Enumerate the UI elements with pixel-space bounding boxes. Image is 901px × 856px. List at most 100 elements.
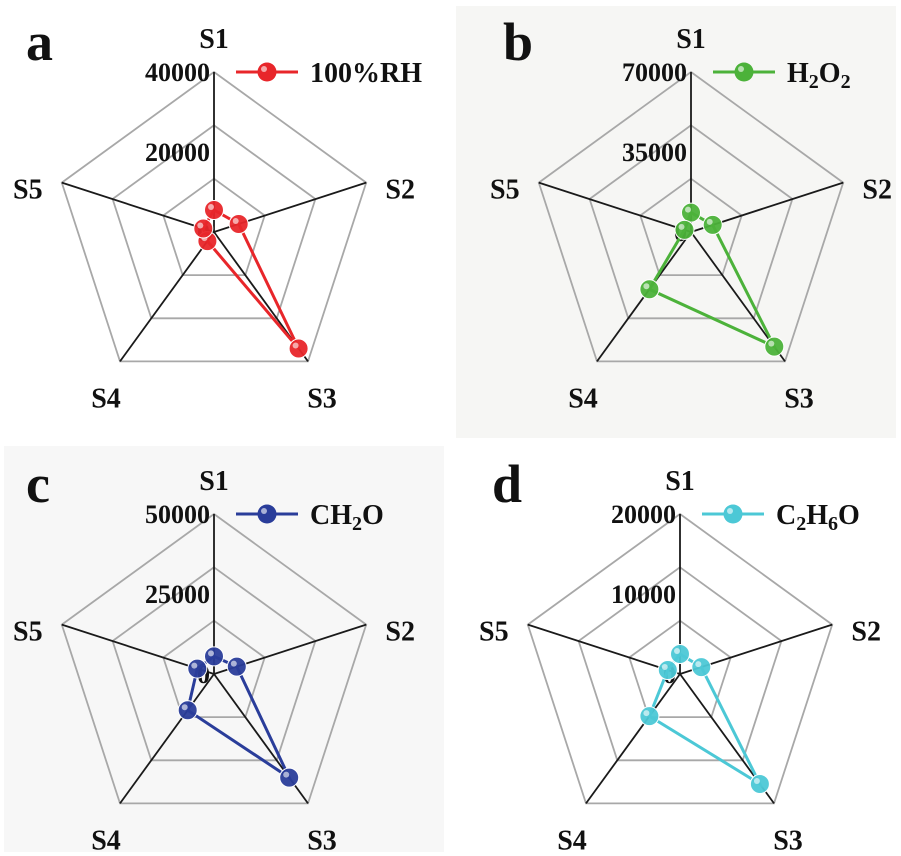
data-point-s1 xyxy=(204,200,224,220)
data-point-highlight xyxy=(643,283,650,290)
data-point-highlight xyxy=(283,771,290,778)
legend-marker xyxy=(734,62,754,82)
legend-label: H2O2 xyxy=(787,58,851,93)
data-point-highlight xyxy=(695,661,702,668)
legend-marker xyxy=(723,504,743,524)
legend-marker xyxy=(257,62,277,82)
data-point-s3 xyxy=(279,767,300,788)
radar-panel-a: S1S2S3S4S502000040000a100%RH xyxy=(13,12,422,414)
axis-label-s2: S2 xyxy=(862,175,892,206)
legend-label-part: 2 xyxy=(796,513,806,535)
data-point-highlight xyxy=(208,204,214,210)
panel-letter-d: d xyxy=(492,454,522,514)
panel-letter-a: a xyxy=(26,12,53,72)
data-point-s5 xyxy=(193,218,214,239)
data-point-s2 xyxy=(228,214,249,234)
radar-panel-c: S1S2S3S4S502500050000cCH2O xyxy=(13,454,415,856)
panel-letter-b: b xyxy=(503,12,533,72)
grid-ring-3 xyxy=(537,70,845,363)
tick-label-25000: 25000 xyxy=(145,580,210,609)
grid-ring-2 xyxy=(111,124,317,320)
data-point-s2 xyxy=(702,214,723,235)
legend-label-part: O xyxy=(362,500,384,531)
axis-label-s1: S1 xyxy=(665,466,695,497)
data-point-s4 xyxy=(177,700,198,721)
grid-ring-1 xyxy=(639,177,743,277)
tick-label-20000: 20000 xyxy=(145,138,210,167)
axis-label-s3: S3 xyxy=(307,383,337,414)
legend-label-part: 6 xyxy=(828,513,838,535)
axis-label-s2: S2 xyxy=(385,175,415,206)
legend-label-part: C xyxy=(776,500,796,531)
axis-spoke-s4 xyxy=(119,231,215,362)
data-point-highlight xyxy=(661,664,668,670)
axis-spoke-s4 xyxy=(119,673,215,804)
legend-label-part: CH xyxy=(310,500,352,531)
tick-label-35000: 35000 xyxy=(622,138,687,167)
axis-spoke-s5 xyxy=(527,623,681,675)
data-point-s1 xyxy=(681,202,701,223)
radar-panel-d: S1S2S3S4S501000020000dC2H6O xyxy=(479,454,881,856)
axis-spoke-s4 xyxy=(585,673,681,804)
data-point-highlight xyxy=(768,340,775,347)
data-point-highlight xyxy=(197,222,204,229)
data-point-s2 xyxy=(691,657,712,678)
axis-label-s1: S1 xyxy=(199,24,229,55)
legend-marker-highlight xyxy=(738,66,744,72)
data-point-s5 xyxy=(674,219,695,240)
legend-label: C2H6O xyxy=(776,500,860,535)
data-point-highlight xyxy=(208,650,214,657)
legend-label-part: 2 xyxy=(352,513,362,535)
legend-label-part: H xyxy=(787,58,809,89)
tick-label-10000: 10000 xyxy=(611,580,676,609)
axis-label-s4: S4 xyxy=(91,383,121,414)
legend-marker-highlight xyxy=(727,508,733,514)
axis-label-s2: S2 xyxy=(385,617,415,648)
panel-c-background xyxy=(4,446,444,852)
tick-label-50000: 50000 xyxy=(145,500,210,529)
axis-label-s5: S5 xyxy=(479,617,509,648)
tick-label-20000: 20000 xyxy=(611,500,676,529)
data-point-highlight xyxy=(191,662,198,669)
grid-ring-2 xyxy=(588,124,794,320)
axis-label-s5: S5 xyxy=(13,175,43,206)
grid-ring-2 xyxy=(577,566,783,762)
axis-label-s4: S4 xyxy=(568,383,598,414)
grid-ring-3 xyxy=(60,512,368,805)
data-point-highlight xyxy=(230,660,237,667)
legend-label-part: 2 xyxy=(809,71,819,93)
data-point-highlight xyxy=(643,710,650,717)
data-point-highlight xyxy=(706,218,713,225)
axis-label-s5: S5 xyxy=(13,617,43,648)
axis-label-s1: S1 xyxy=(199,466,229,497)
panel-b-background xyxy=(456,6,896,438)
data-point-s4 xyxy=(639,706,660,727)
data-point-s5 xyxy=(657,660,678,680)
data-point-highlight xyxy=(678,223,685,230)
data-point-highlight xyxy=(181,704,188,711)
grid-ring-3 xyxy=(60,70,368,363)
data-point-s1 xyxy=(670,644,690,664)
axis-label-s1: S1 xyxy=(676,24,706,55)
legend-label-part: 2 xyxy=(841,71,851,93)
axis-label-s3: S3 xyxy=(307,825,337,856)
axis-label-s2: S2 xyxy=(851,617,881,648)
data-point-highlight xyxy=(232,218,239,224)
axis-label-s3: S3 xyxy=(784,383,814,414)
grid-ring-2 xyxy=(111,566,317,762)
data-point-s1 xyxy=(204,646,224,667)
data-point-s3 xyxy=(288,338,309,359)
legend-marker xyxy=(257,504,277,524)
grid-ring-1 xyxy=(162,177,266,277)
tick-label-40000: 40000 xyxy=(145,58,210,87)
data-point-s3 xyxy=(749,774,770,794)
grid-ring-1 xyxy=(162,619,266,718)
tick-label-70000: 70000 xyxy=(622,58,687,87)
panel-letter-c: c xyxy=(26,454,50,514)
axis-label-s5: S5 xyxy=(490,175,520,206)
axis-label-s4: S4 xyxy=(91,825,121,856)
data-point-highlight xyxy=(753,778,760,784)
data-point-highlight xyxy=(674,648,680,654)
axis-spoke-s5 xyxy=(538,181,692,233)
legend-marker-highlight xyxy=(261,66,267,72)
